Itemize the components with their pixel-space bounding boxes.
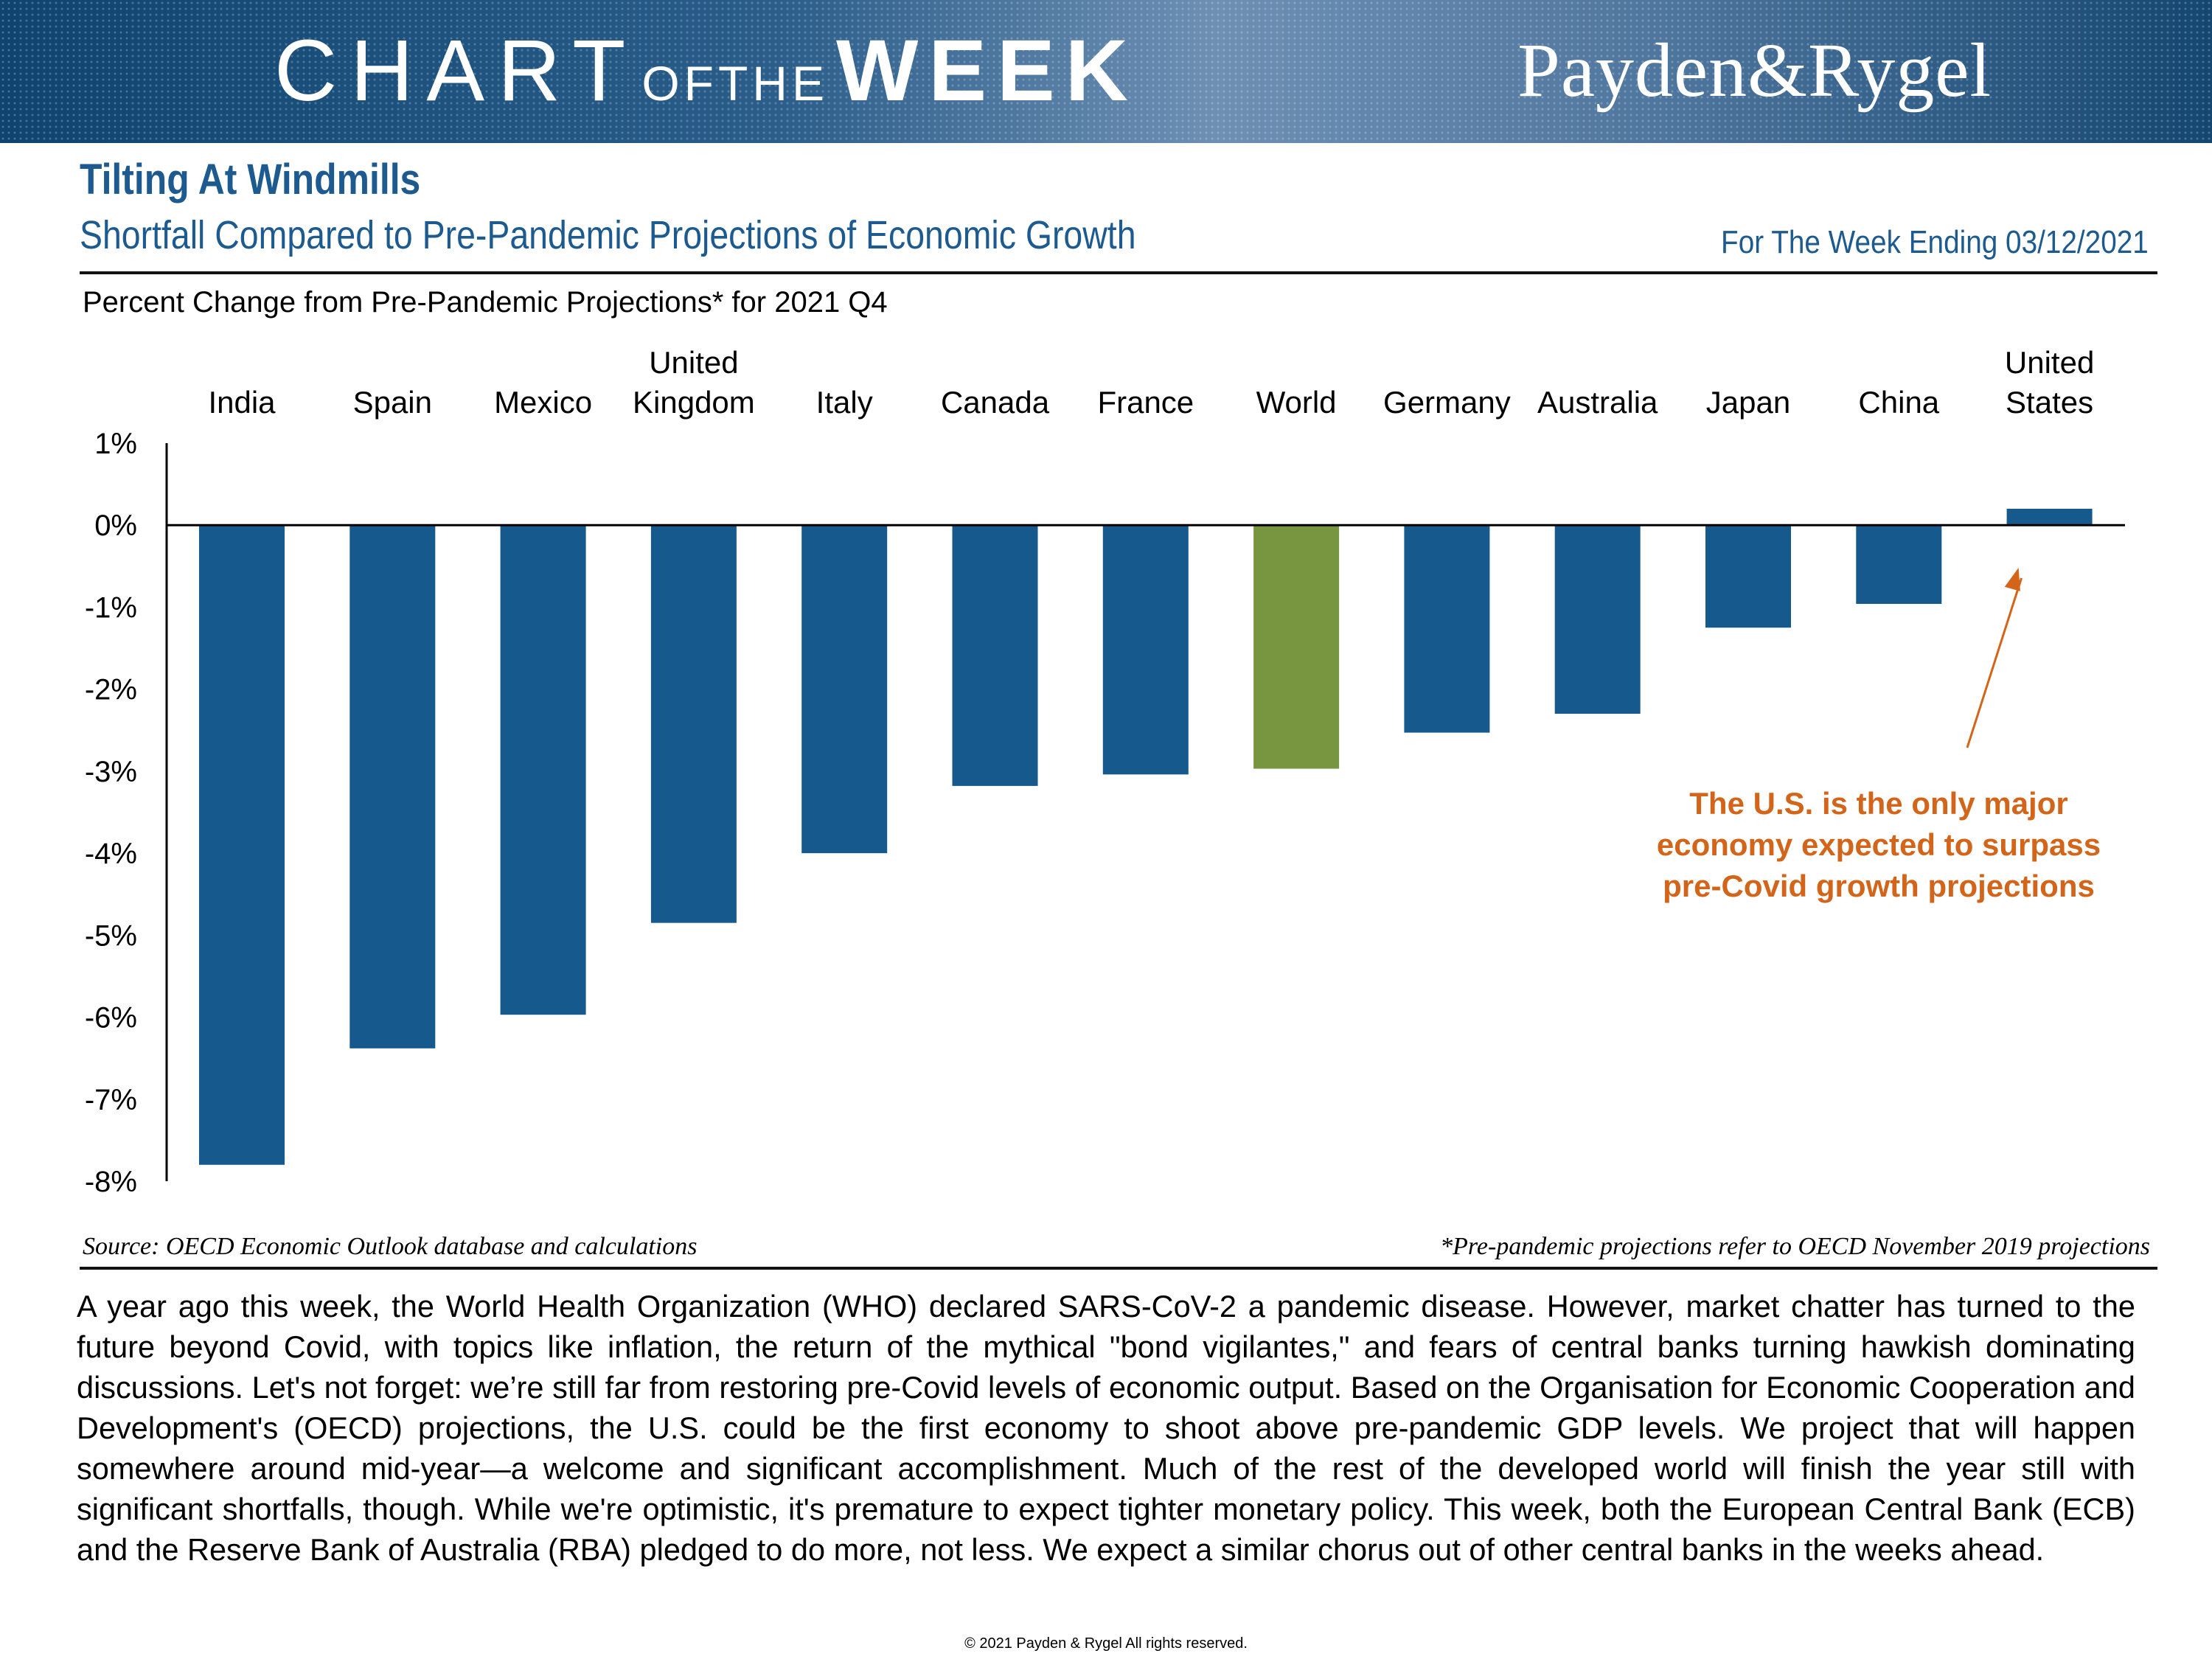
bar (2006, 508, 2093, 526)
bar (801, 525, 888, 854)
category-label: Italy (816, 385, 873, 420)
bar (952, 525, 1038, 786)
category-label: India (208, 385, 276, 420)
source-note: Source: OECD Economic Outlook database a… (83, 1233, 698, 1260)
bar (500, 525, 586, 1015)
category-label: Canada (941, 385, 1050, 420)
y-tick-label: -7% (85, 1084, 137, 1116)
header-divider (80, 271, 2157, 274)
footer-divider (80, 1267, 2157, 1270)
y-tick-label: -1% (85, 591, 137, 624)
annotation-arrow-line (1966, 577, 2023, 748)
annotation-text: pre-Covid growth projections (1663, 869, 2095, 903)
bar (1705, 525, 1791, 628)
wordmark-week: WEEK (835, 22, 1138, 119)
banner-dot-pattern (0, 0, 2212, 143)
category-label: Mexico (494, 385, 592, 420)
category-label: Australia (1537, 385, 1658, 420)
bar (1102, 525, 1189, 775)
y-tick-label: 1% (94, 428, 137, 460)
wordmark-ofthe: OFTHE (641, 56, 829, 111)
bar (1554, 525, 1641, 714)
category-label: United (2005, 345, 2094, 380)
payden-rygel-logo: Payden&Rygel (1517, 28, 1992, 113)
chart-title: Percent Change from Pre-Pandemic Project… (83, 286, 888, 319)
annotation-text: The U.S. is the only major (1689, 786, 2067, 821)
category-label: Japan (1706, 385, 1790, 420)
category-label: World (1256, 385, 1337, 420)
y-tick-label: -5% (85, 919, 137, 952)
category-label: Germany (1383, 385, 1511, 420)
y-tick-label: -3% (85, 756, 137, 788)
annotation-arrow-head (2004, 568, 2020, 591)
bar-chart: 1% 0% -1% -2% -3% -4% -5% -6% -7% -8% India Spain Me… (85, 345, 2125, 1198)
y-tick-label: -6% (85, 1002, 137, 1034)
y-tick-label: -8% (85, 1166, 137, 1198)
chart-of-the-week-wordmark: CHART OFTHE WEEK (274, 21, 1138, 124)
y-tick-label: 0% (94, 509, 137, 542)
category-label: States (2006, 385, 2093, 420)
bar (1856, 525, 1942, 604)
bar (1404, 525, 1490, 733)
bar (349, 525, 436, 1048)
annotation-text: economy expected to surpass (1657, 827, 2101, 862)
banner: CHART OFTHE WEEK Payden&Rygel (0, 0, 2212, 143)
y-tick-label: -4% (85, 838, 137, 870)
bar (1253, 525, 1340, 769)
projection-footnote: *Pre-pandemic projections refer to OECD … (1440, 1233, 2150, 1260)
week-ending-date: For The Week Ending 03/12/2021 (1721, 224, 2149, 260)
category-label: France (1097, 385, 1194, 420)
category-label: Kingdom (633, 385, 755, 420)
bar (650, 525, 737, 923)
category-label: China (1858, 385, 1939, 420)
category-label: Spain (353, 385, 432, 420)
category-label: United (649, 345, 738, 380)
wordmark-chart: CHART (274, 22, 639, 119)
copyright-notice: © 2021 Payden & Rygel All rights reserve… (964, 1635, 1248, 1652)
bar (199, 525, 285, 1165)
commentary-text: A year ago this week, the World Health O… (77, 1289, 2135, 1567)
page-title: Tilting At Windmills (80, 156, 421, 204)
page-subtitle: Shortfall Compared to Pre-Pandemic Proje… (80, 213, 1136, 257)
y-tick-label: -2% (85, 674, 137, 706)
